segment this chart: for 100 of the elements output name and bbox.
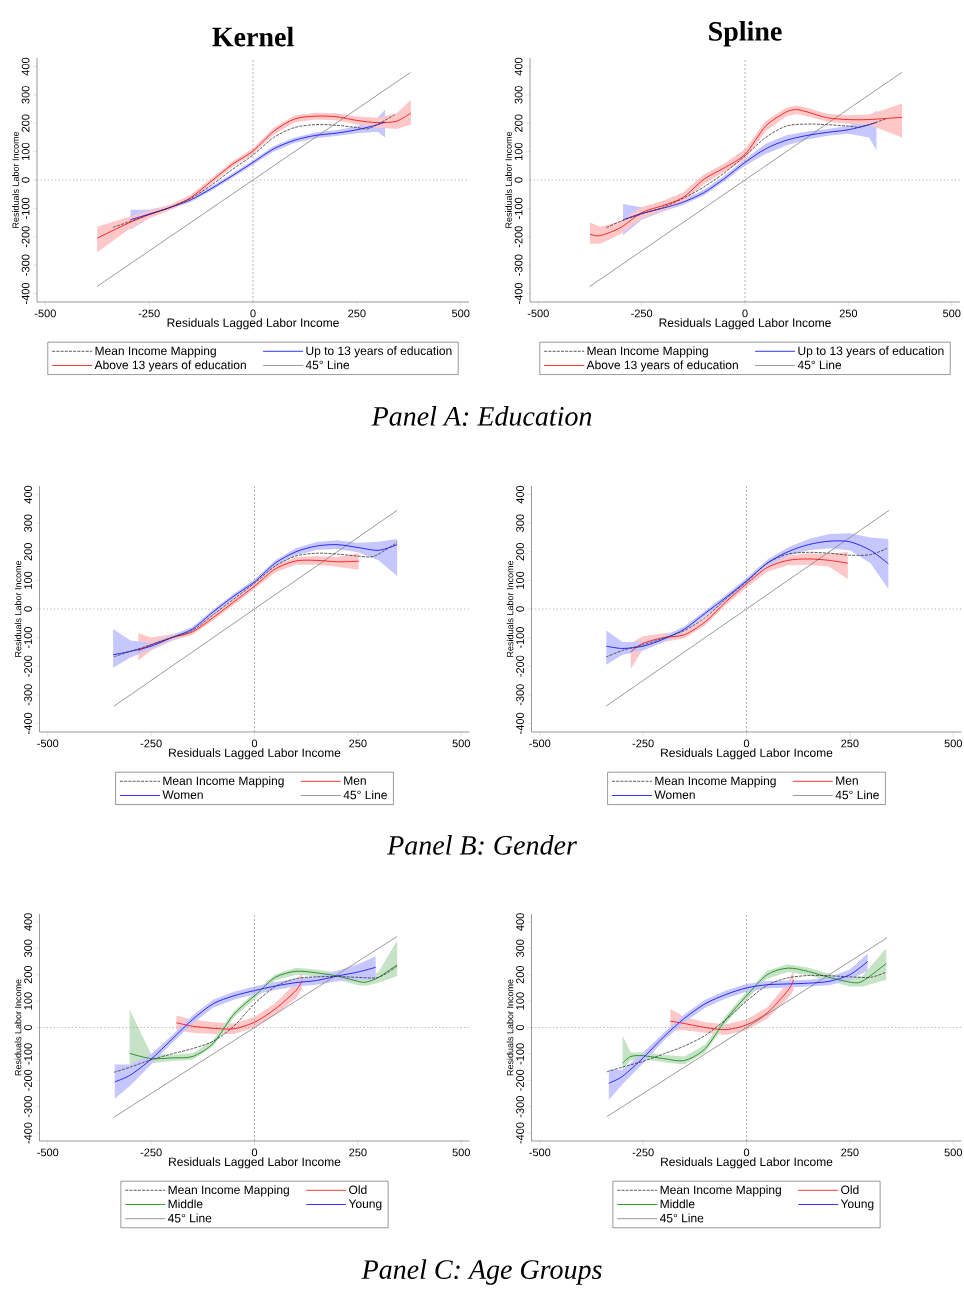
y-tick-label: -100 — [516, 627, 524, 649]
x-tick-label: 500 — [452, 739, 470, 748]
x-tick-label: 500 — [944, 1148, 962, 1157]
y-axis-title: Residuals Labor Income — [14, 560, 22, 657]
y-tick-label: 0 — [516, 1024, 524, 1031]
y-axis-title: Residuals Labor Income — [505, 131, 512, 228]
y-tick-label: -300 — [24, 684, 32, 706]
chart-title: Kernel — [212, 26, 294, 47]
y-tick-label: -200 — [514, 226, 523, 248]
legend-label: Mean Income Mapping — [587, 346, 708, 358]
line-series — [630, 558, 849, 653]
y-axis-title: Residuals Labor Income — [506, 560, 514, 657]
legend-label: Middle — [660, 1199, 695, 1209]
y-tick-label: 300 — [21, 86, 30, 104]
y-tick-label: 400 — [24, 485, 32, 504]
legend-label: Women — [162, 790, 203, 799]
y-axis-title: Residuals Labor Income — [12, 131, 19, 228]
line-series — [670, 979, 795, 1031]
x-tick-label: 0 — [250, 309, 256, 318]
x-axis-title: Residuals Lagged Labor Income — [167, 318, 339, 330]
y-tick-label: 300 — [516, 514, 524, 532]
x-tick-label: -250 — [140, 1148, 162, 1157]
x-tick-label: -250 — [631, 309, 653, 318]
legend-label: 45° Line — [305, 360, 350, 370]
y-tick-label: -300 — [516, 684, 524, 706]
line-series — [622, 962, 887, 1064]
x-axis-title: Residuals Lagged Labor Income — [169, 748, 341, 760]
x-tick-label: -250 — [632, 1148, 654, 1157]
x-tick-label: -250 — [140, 739, 162, 748]
y-tick-label: -100 — [514, 197, 523, 219]
text: Panel A: Education — [371, 406, 592, 426]
line-series — [114, 966, 377, 1083]
legend-label: Women — [654, 790, 695, 799]
y-tick-label: 400 — [514, 57, 523, 76]
y-tick-label: 200 — [24, 543, 32, 561]
y-tick-label: -400 — [516, 712, 524, 734]
x-tick-label: 500 — [451, 309, 470, 318]
x-tick-label: -250 — [632, 739, 654, 748]
x-tick-label: -250 — [138, 309, 160, 318]
x-tick-label: 0 — [743, 739, 750, 748]
legend-label: 45° Line — [797, 360, 842, 370]
x-tick-label: -500 — [37, 1148, 59, 1157]
x-tick-label: 500 — [944, 739, 962, 748]
y-tick-label: -400 — [21, 282, 30, 304]
legend-label: Up to 13 years of education — [798, 346, 944, 358]
legend-label: 45° Line — [835, 790, 879, 800]
x-tick-label: 250 — [349, 1148, 367, 1157]
x-tick-label: 250 — [841, 739, 859, 748]
legend-label: Middle — [168, 1199, 203, 1209]
y-tick-label: 400 — [516, 485, 524, 504]
y-tick-label: 200 — [516, 965, 524, 984]
line-series — [606, 118, 886, 229]
y-tick-label: -300 — [514, 254, 523, 276]
y-tick-label: -400 — [514, 282, 523, 304]
y-tick-label: -200 — [24, 1069, 32, 1091]
y-tick-label: 100 — [24, 992, 32, 1010]
y-tick-label: -400 — [24, 712, 32, 734]
y-tick-label: -400 — [516, 1122, 524, 1144]
legend-label: Young — [348, 1199, 382, 1211]
y-tick-label: 100 — [516, 992, 524, 1010]
legend-label: 45° Line — [167, 1213, 212, 1223]
legend-label: Mean Income Mapping — [163, 776, 284, 788]
y-tick-label: -100 — [516, 1043, 524, 1065]
line-series — [608, 961, 869, 1084]
x-tick-label: 0 — [251, 739, 258, 748]
legend-label: Up to 13 years of education — [306, 346, 452, 358]
x-axis-title: Residuals Lagged Labor Income — [169, 1157, 341, 1169]
x-tick-label: -500 — [527, 309, 549, 318]
y-tick-label: 0 — [514, 177, 523, 183]
y-tick-label: 100 — [21, 142, 30, 160]
y-tick-label: 0 — [24, 1024, 32, 1031]
line-series — [96, 112, 412, 239]
x-tick-label: -500 — [37, 739, 59, 748]
line-series — [606, 971, 887, 1073]
y-tick-label: 400 — [21, 57, 30, 76]
y-tick-label: -100 — [24, 1043, 32, 1065]
x-tick-label: 0 — [742, 309, 748, 318]
y-tick-label: 200 — [21, 114, 30, 132]
x-axis-title: Residuals Lagged Labor Income — [661, 1157, 833, 1169]
y-tick-label: -100 — [24, 627, 32, 649]
legend-label: Men — [344, 776, 366, 785]
y-tick-label: 300 — [514, 86, 523, 104]
legend-label: Mean Income Mapping — [95, 346, 216, 358]
y-tick-label: 300 — [24, 939, 32, 958]
y-tick-label: 100 — [514, 142, 523, 160]
y-tick-label: 0 — [516, 606, 524, 612]
x-tick-label: 250 — [839, 309, 858, 318]
y-tick-label: -200 — [24, 655, 32, 677]
legend-label: 45° Line — [343, 790, 387, 800]
y-tick-label: -200 — [516, 655, 524, 677]
y-tick-label: 0 — [21, 177, 30, 183]
text: Panel B: Gender — [386, 835, 577, 855]
x-tick-label: 500 — [452, 1148, 470, 1157]
y-tick-label: 100 — [516, 571, 524, 589]
y-tick-label: 200 — [24, 965, 32, 984]
x-tick-label: 250 — [349, 739, 367, 748]
legend-label: Mean Income Mapping — [168, 1185, 289, 1197]
legend-label: Mean Income Mapping — [660, 1185, 781, 1197]
x-tick-label: -500 — [34, 309, 56, 318]
legend-label: Old — [349, 1185, 367, 1194]
